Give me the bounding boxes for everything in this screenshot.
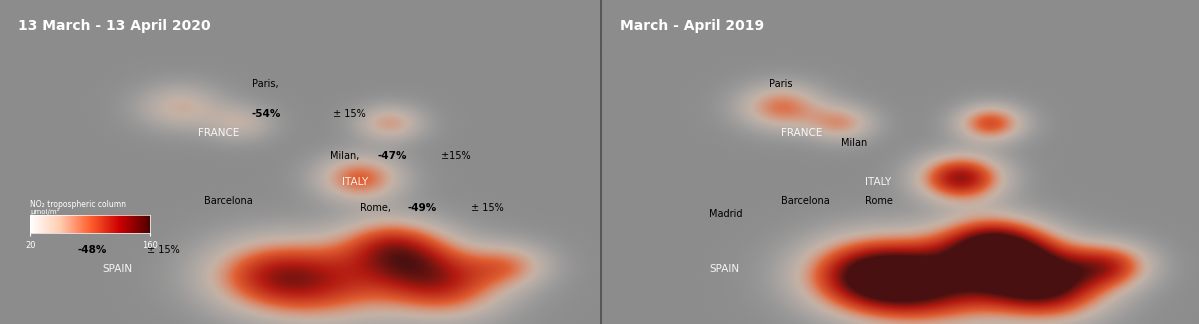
Text: Barcelona: Barcelona (204, 196, 253, 206)
Text: Rome: Rome (864, 196, 892, 206)
Text: FRANCE: FRANCE (198, 128, 240, 138)
Text: Milan: Milan (840, 138, 867, 148)
Text: Madrid: Madrid (710, 209, 743, 219)
Text: FRANCE: FRANCE (781, 128, 823, 138)
Text: -54%: -54% (252, 109, 281, 119)
Text: Milan,: Milan, (330, 151, 362, 161)
Text: ± 15%: ± 15% (144, 245, 180, 255)
Text: ±15%: ±15% (438, 151, 470, 161)
Text: Madrid,: Madrid, (78, 219, 115, 229)
Text: Rome,: Rome, (360, 202, 393, 213)
Text: ITALY: ITALY (342, 177, 368, 187)
Text: SPAIN: SPAIN (710, 264, 740, 274)
Text: μmol/m²: μmol/m² (30, 208, 60, 214)
Text: SPAIN: SPAIN (102, 264, 132, 274)
Text: ± 15%: ± 15% (468, 202, 504, 213)
Text: NO₂ tropospheric column: NO₂ tropospheric column (30, 200, 126, 209)
Text: -47%: -47% (378, 151, 408, 161)
Text: -49%: -49% (408, 202, 436, 213)
Text: 13 March - 13 April 2020: 13 March - 13 April 2020 (18, 19, 211, 33)
Text: Paris: Paris (769, 79, 793, 89)
Text: ± 15%: ± 15% (330, 109, 366, 119)
Text: March - April 2019: March - April 2019 (620, 19, 764, 33)
Text: Paris,: Paris, (252, 79, 278, 89)
Text: Barcelona: Barcelona (781, 196, 830, 206)
Text: ITALY: ITALY (864, 177, 891, 187)
Text: -48%: -48% (78, 245, 107, 255)
